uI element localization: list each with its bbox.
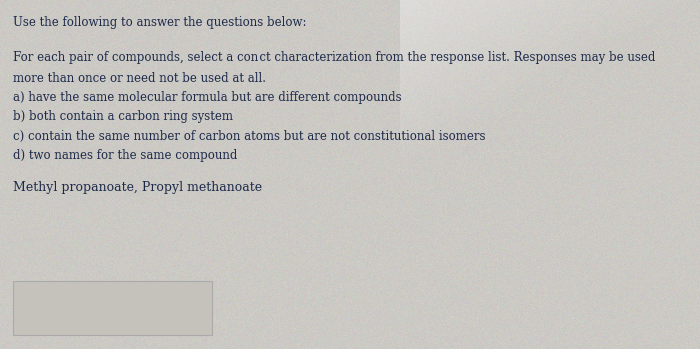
Text: c) contain the same number of carbon atoms but are not constitutional isomers: c) contain the same number of carbon ato… (13, 130, 485, 143)
Text: more than once or need not be used at all.: more than once or need not be used at al… (13, 72, 265, 84)
Text: a) have the same molecular formula but are different compounds: a) have the same molecular formula but a… (13, 91, 401, 104)
Bar (13, 281, 212, 335)
Text: b) both contain a carbon ring system: b) both contain a carbon ring system (13, 110, 232, 123)
Text: For each pair of compounds, select a con ct characterization from the response l: For each pair of compounds, select a con… (13, 51, 655, 64)
Text: Methyl propanoate, Propyl methanoate: Methyl propanoate, Propyl methanoate (13, 181, 262, 194)
Text: Use the following to answer the questions below:: Use the following to answer the question… (13, 16, 306, 29)
Text: d) two names for the same compound: d) two names for the same compound (13, 149, 237, 162)
